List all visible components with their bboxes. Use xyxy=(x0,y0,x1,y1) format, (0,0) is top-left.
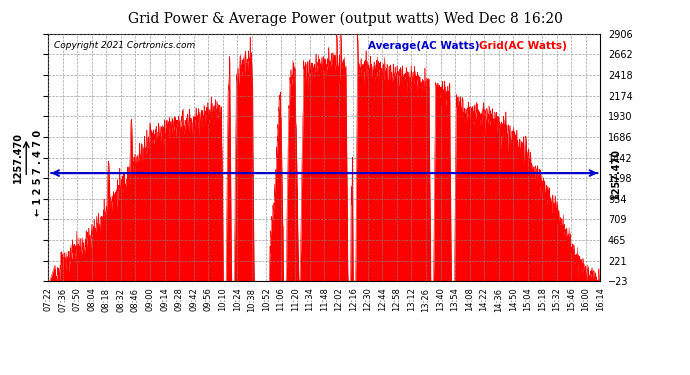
Text: 1257.470: 1257.470 xyxy=(611,148,621,199)
Text: Copyright 2021 Cortronics.com: Copyright 2021 Cortronics.com xyxy=(54,41,195,50)
Text: 1257.470: 1257.470 xyxy=(13,132,23,183)
Text: Grid Power & Average Power (output watts) Wed Dec 8 16:20: Grid Power & Average Power (output watts… xyxy=(128,11,562,26)
Text: ← 1 2 5 7 . 4 7 0: ← 1 2 5 7 . 4 7 0 xyxy=(33,130,43,216)
Text: Average(AC Watts): Average(AC Watts) xyxy=(368,41,480,51)
Text: Grid(AC Watts): Grid(AC Watts) xyxy=(479,41,566,51)
